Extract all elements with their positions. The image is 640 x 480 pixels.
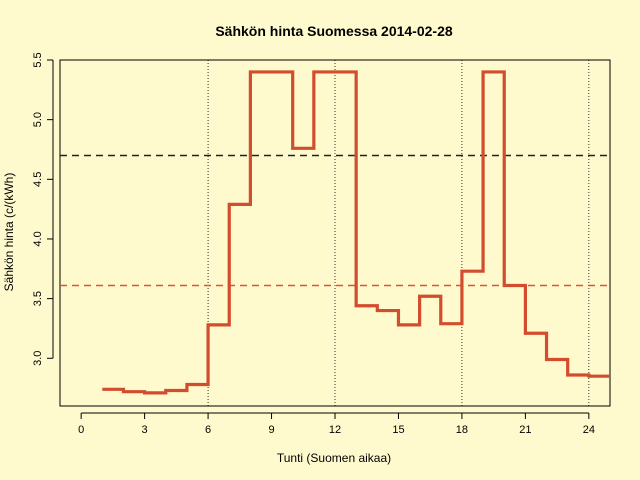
x-tick-label: 24	[583, 424, 595, 436]
x-tick-label: 12	[329, 424, 341, 436]
x-tick-label: 6	[205, 424, 211, 436]
y-tick-label: 5.5	[32, 52, 44, 67]
y-tick-label: 3.5	[32, 291, 44, 306]
x-tick-label: 15	[392, 424, 404, 436]
x-tick-label: 18	[456, 424, 468, 436]
price-series-line	[102, 70, 610, 395]
x-tick-label: 3	[142, 424, 148, 436]
y-tick-label: 4.5	[32, 172, 44, 187]
x-tick-label: 21	[519, 424, 531, 436]
y-axis-label: Sähkön hinta (c/(kWh)	[2, 173, 16, 292]
y-tick-label: 3.0	[32, 351, 44, 366]
x-tick-label: 9	[268, 424, 274, 436]
chart-title: Sähkön hinta Suomessa 2014-02-28	[215, 23, 453, 39]
y-tick-label: 5.0	[32, 112, 44, 127]
x-tick-label: 0	[78, 424, 84, 436]
y-tick-label: 4.0	[32, 231, 44, 246]
x-axis-label: Tunti (Suomen aikaa)	[277, 451, 391, 465]
